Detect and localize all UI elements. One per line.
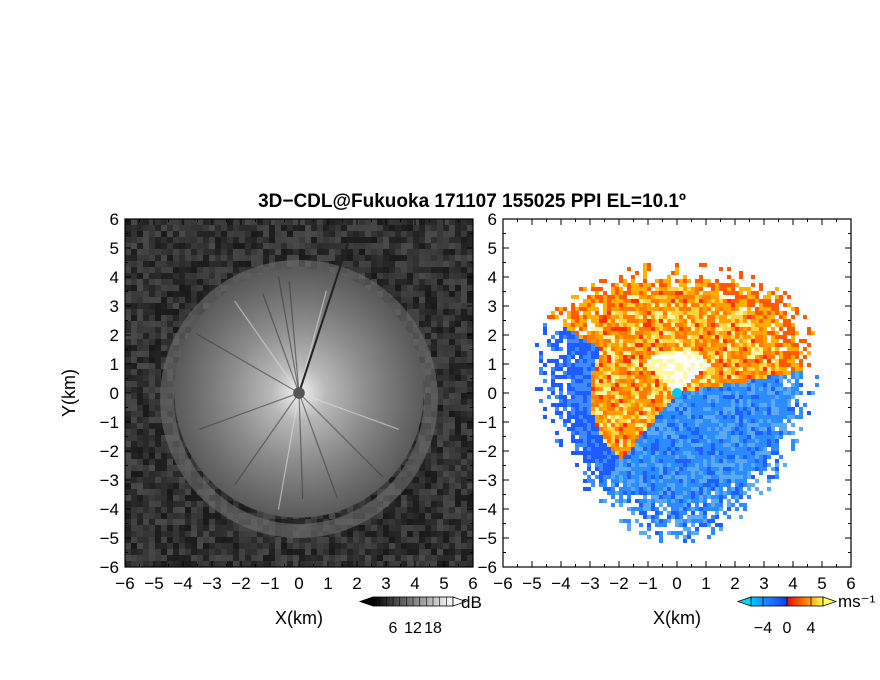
y-tick-label: 5 (110, 239, 119, 258)
x-tick-label: 5 (439, 574, 448, 593)
velocity-colorbar: −4 0 4 ms⁻¹ (736, 592, 876, 637)
y-tick-label: −2 (100, 442, 119, 461)
x-tick-label: 3 (759, 574, 768, 593)
snr-center-marker (293, 387, 305, 399)
y-tick-label: −5 (100, 529, 119, 548)
x-tick-label: 1 (323, 574, 332, 593)
y-tick-label: −5 (478, 529, 497, 548)
velocity-panel: −6 −5 −4 −3 −2 −1 0 1 2 3 4 5 6 6 5 4 3 2 1 0 −1 −2 −3 −4 −5 −6 X… (478, 210, 876, 637)
x-tick-label: 2 (352, 574, 361, 593)
x-tick-label: −3 (580, 574, 599, 593)
y-tick-label: −2 (478, 442, 497, 461)
x-tick-label: −4 (173, 574, 192, 593)
velocity-colorbar-left-arrow (736, 596, 752, 607)
y-tick-label: −6 (478, 558, 497, 577)
x-tick-label: 0 (294, 574, 303, 593)
x-tick-label: 6 (468, 574, 477, 593)
snr-colorbar-tick-label: 18 (424, 620, 442, 637)
y-tick-label: 0 (488, 384, 497, 403)
velocity-colorbar-tick-label: 0 (783, 620, 792, 637)
y-tick-label: 4 (488, 268, 497, 287)
y-tick-label: −6 (100, 558, 119, 577)
velocity-axes: −6 −5 −4 −3 −2 −1 0 1 2 3 4 5 6 6 5 4 3 2 1 0 −1 −2 −3 −4 −5 −6 (478, 210, 856, 593)
y-tick-label: −1 (478, 413, 497, 432)
x-tick-label: −6 (115, 574, 134, 593)
x-tick-label: −3 (202, 574, 221, 593)
x-tick-label: −5 (144, 574, 163, 593)
x-tick-label: −1 (638, 574, 657, 593)
snr-beam-spokes (196, 241, 399, 510)
x-tick-label: −2 (231, 574, 250, 593)
x-tick-label: −6 (493, 574, 512, 593)
snr-outer-ring (160, 260, 438, 538)
velocity-field (535, 263, 819, 543)
snr-axes: −6 −5 −4 −3 −2 −1 0 1 2 3 4 5 6 6 5 4 3 2 1 0 −1 −2 −3 −4 −5 −6 (100, 210, 478, 593)
velocity-colorbar-unit: ms⁻¹ (838, 592, 876, 611)
y-tick-label: 6 (110, 210, 119, 229)
velocity-colorbar-right-arrow (822, 596, 838, 607)
snr-colorbar: 6 12 18 dB (358, 593, 482, 637)
velocity-x-axis-label: X(km) (653, 608, 701, 628)
y-tick-label: 2 (488, 326, 497, 345)
x-tick-label: 5 (817, 574, 826, 593)
y-tick-label: −4 (100, 500, 119, 519)
snr-colorbar-tick-label: 6 (389, 620, 398, 637)
x-tick-label: −2 (609, 574, 628, 593)
chart-title: 3D−CDL@Fukuoka 171107 155025 PPI EL=10.1… (258, 191, 686, 212)
y-tick-label: −3 (100, 471, 119, 490)
x-tick-label: 4 (788, 574, 797, 593)
x-tick-label: −4 (551, 574, 570, 593)
snr-colorbar-left-arrow (358, 596, 374, 607)
y-tick-label: 0 (110, 384, 119, 403)
velocity-colorbar-tick-label: 4 (807, 620, 816, 637)
y-tick-label: −4 (478, 500, 497, 519)
x-tick-label: 4 (410, 574, 419, 593)
snr-colorbar-tick-label: 12 (404, 620, 422, 637)
snr-y-axis-label: Y(km) (59, 369, 79, 417)
x-tick-label: 2 (730, 574, 739, 593)
x-tick-label: 0 (672, 574, 681, 593)
y-tick-label: 5 (488, 239, 497, 258)
y-tick-label: −3 (478, 471, 497, 490)
y-tick-label: 3 (110, 297, 119, 316)
y-tick-label: 6 (488, 210, 497, 229)
x-tick-label: 6 (846, 574, 855, 593)
y-tick-label: 3 (488, 297, 497, 316)
y-tick-label: −1 (100, 413, 119, 432)
y-tick-label: 4 (110, 268, 119, 287)
x-tick-label: −1 (260, 574, 279, 593)
y-tick-label: 2 (110, 326, 119, 345)
velocity-colorbar-tick-label: −4 (754, 620, 772, 637)
snr-colorbar-unit: dB (461, 593, 482, 612)
y-tick-label: 1 (488, 355, 497, 374)
snr-x-axis-label: X(km) (275, 608, 323, 628)
x-tick-label: −5 (522, 574, 541, 593)
snr-colorbar-right-arrow (452, 596, 468, 607)
y-tick-label: 1 (110, 355, 119, 374)
x-tick-label: 1 (701, 574, 710, 593)
x-tick-label: 3 (381, 574, 390, 593)
